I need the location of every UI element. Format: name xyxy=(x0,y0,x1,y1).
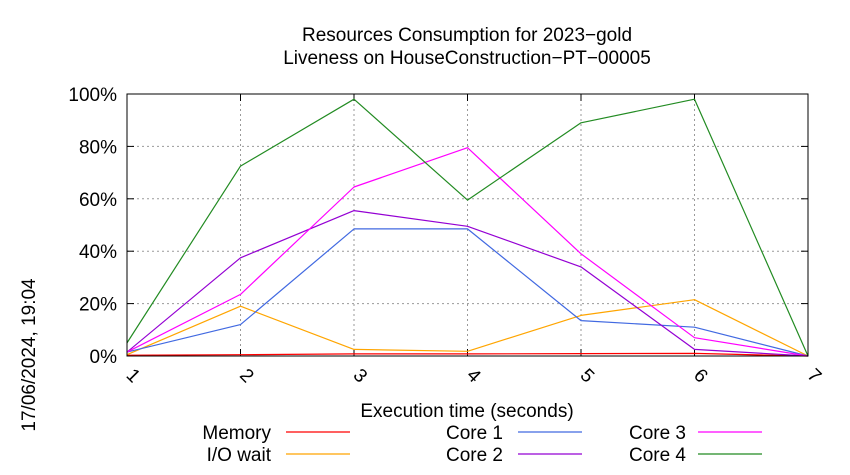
plot-frame xyxy=(126,93,809,357)
chart-title-line-1: Resources Consumption for 2023−gold xyxy=(302,25,632,46)
x-axis: 1 2 3 4 5 6 7 xyxy=(122,94,825,388)
timestamp-label: 17/06/2024, 19:04 xyxy=(19,278,40,432)
legend-label-i-o-wait: I/O wait xyxy=(207,445,272,466)
legend-label-core-1: Core 1 xyxy=(446,423,503,444)
x-tick-label: 5 xyxy=(576,365,598,387)
series-line-core-4 xyxy=(126,98,809,357)
legend-label-core-2: Core 2 xyxy=(446,445,503,466)
series-line-i-o-wait xyxy=(126,299,809,357)
y-axis: 0% 20% 40% 60% 80% 100% xyxy=(68,85,808,368)
y-tick-label: 60% xyxy=(79,190,117,211)
y-tick-label: 20% xyxy=(79,295,117,316)
series-line-memory xyxy=(126,352,809,357)
y-tick-label: 100% xyxy=(68,85,117,106)
x-tick-label: 1 xyxy=(122,365,144,387)
series-line-core-3 xyxy=(126,147,809,357)
x-axis-label: Execution time (seconds) xyxy=(360,401,573,422)
grid-lines xyxy=(127,94,808,356)
y-tick-label: 40% xyxy=(79,242,117,263)
y-tick-label: 0% xyxy=(90,347,118,368)
legend-label-core-4: Core 4 xyxy=(629,445,686,466)
legend-label-core-3: Core 3 xyxy=(629,423,686,444)
series-lines xyxy=(126,98,809,357)
chart-title-line-2: Liveness on HouseConstruction−PT−00005 xyxy=(283,48,651,69)
x-tick-label: 4 xyxy=(462,365,485,388)
y-tick-label: 80% xyxy=(79,137,117,158)
x-tick-label: 3 xyxy=(349,365,371,387)
series-line-core-2 xyxy=(126,210,809,357)
x-tick-label: 2 xyxy=(235,365,257,387)
series-line-core-1 xyxy=(126,228,809,357)
x-tick-label: 7 xyxy=(803,365,825,387)
legend-label-memory: Memory xyxy=(202,423,271,444)
x-tick-label: 6 xyxy=(689,365,711,387)
